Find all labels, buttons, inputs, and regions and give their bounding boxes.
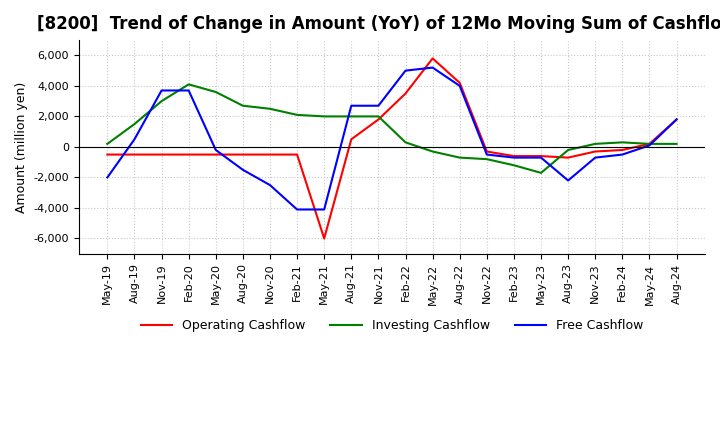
Operating Cashflow xyxy=(510,154,518,159)
Operating Cashflow xyxy=(618,147,626,153)
Line: Operating Cashflow: Operating Cashflow xyxy=(107,59,677,238)
Free Cashflow xyxy=(347,103,356,108)
Investing Cashflow xyxy=(672,141,681,147)
Investing Cashflow xyxy=(293,112,302,117)
Operating Cashflow xyxy=(238,152,247,157)
Investing Cashflow xyxy=(374,114,383,119)
Investing Cashflow xyxy=(212,89,220,95)
Free Cashflow xyxy=(564,178,572,183)
Operating Cashflow xyxy=(374,117,383,122)
Free Cashflow xyxy=(618,152,626,157)
Investing Cashflow xyxy=(536,170,545,176)
Operating Cashflow xyxy=(157,152,166,157)
Legend: Operating Cashflow, Investing Cashflow, Free Cashflow: Operating Cashflow, Investing Cashflow, … xyxy=(135,314,648,337)
Free Cashflow xyxy=(401,68,410,73)
Investing Cashflow xyxy=(510,163,518,168)
Operating Cashflow xyxy=(455,80,464,85)
Free Cashflow xyxy=(130,137,139,142)
Free Cashflow xyxy=(293,207,302,212)
Investing Cashflow xyxy=(320,114,328,119)
Free Cashflow xyxy=(428,65,437,70)
Free Cashflow xyxy=(212,147,220,153)
Investing Cashflow xyxy=(401,140,410,145)
Free Cashflow xyxy=(455,83,464,88)
Investing Cashflow xyxy=(157,99,166,104)
Line: Investing Cashflow: Investing Cashflow xyxy=(107,84,677,173)
Operating Cashflow xyxy=(591,149,600,154)
Operating Cashflow xyxy=(347,137,356,142)
Operating Cashflow xyxy=(212,152,220,157)
Investing Cashflow xyxy=(591,141,600,147)
Investing Cashflow xyxy=(103,141,112,147)
Free Cashflow xyxy=(238,167,247,172)
Operating Cashflow xyxy=(672,117,681,122)
Operating Cashflow xyxy=(564,155,572,160)
Free Cashflow xyxy=(320,207,328,212)
Free Cashflow xyxy=(510,155,518,160)
Investing Cashflow xyxy=(482,157,491,162)
Investing Cashflow xyxy=(184,82,193,87)
Free Cashflow xyxy=(266,183,274,188)
Free Cashflow xyxy=(374,103,383,108)
Operating Cashflow xyxy=(293,152,302,157)
Title: [8200]  Trend of Change in Amount (YoY) of 12Mo Moving Sum of Cashflows: [8200] Trend of Change in Amount (YoY) o… xyxy=(37,15,720,33)
Investing Cashflow xyxy=(238,103,247,108)
Investing Cashflow xyxy=(645,141,654,147)
Operating Cashflow xyxy=(103,152,112,157)
Free Cashflow xyxy=(157,88,166,93)
Operating Cashflow xyxy=(428,56,437,61)
Operating Cashflow xyxy=(184,152,193,157)
Investing Cashflow xyxy=(455,155,464,160)
Free Cashflow xyxy=(184,88,193,93)
Free Cashflow xyxy=(482,152,491,157)
Operating Cashflow xyxy=(645,141,654,147)
Investing Cashflow xyxy=(618,140,626,145)
Investing Cashflow xyxy=(428,149,437,154)
Line: Free Cashflow: Free Cashflow xyxy=(107,68,677,209)
Free Cashflow xyxy=(672,117,681,122)
Investing Cashflow xyxy=(347,114,356,119)
Free Cashflow xyxy=(591,155,600,160)
Y-axis label: Amount (million yen): Amount (million yen) xyxy=(15,81,28,213)
Investing Cashflow xyxy=(130,121,139,127)
Free Cashflow xyxy=(103,175,112,180)
Free Cashflow xyxy=(536,155,545,160)
Free Cashflow xyxy=(645,143,654,148)
Operating Cashflow xyxy=(536,154,545,159)
Operating Cashflow xyxy=(130,152,139,157)
Operating Cashflow xyxy=(482,149,491,154)
Operating Cashflow xyxy=(320,236,328,241)
Investing Cashflow xyxy=(266,106,274,111)
Operating Cashflow xyxy=(401,91,410,96)
Operating Cashflow xyxy=(266,152,274,157)
Investing Cashflow xyxy=(564,147,572,153)
